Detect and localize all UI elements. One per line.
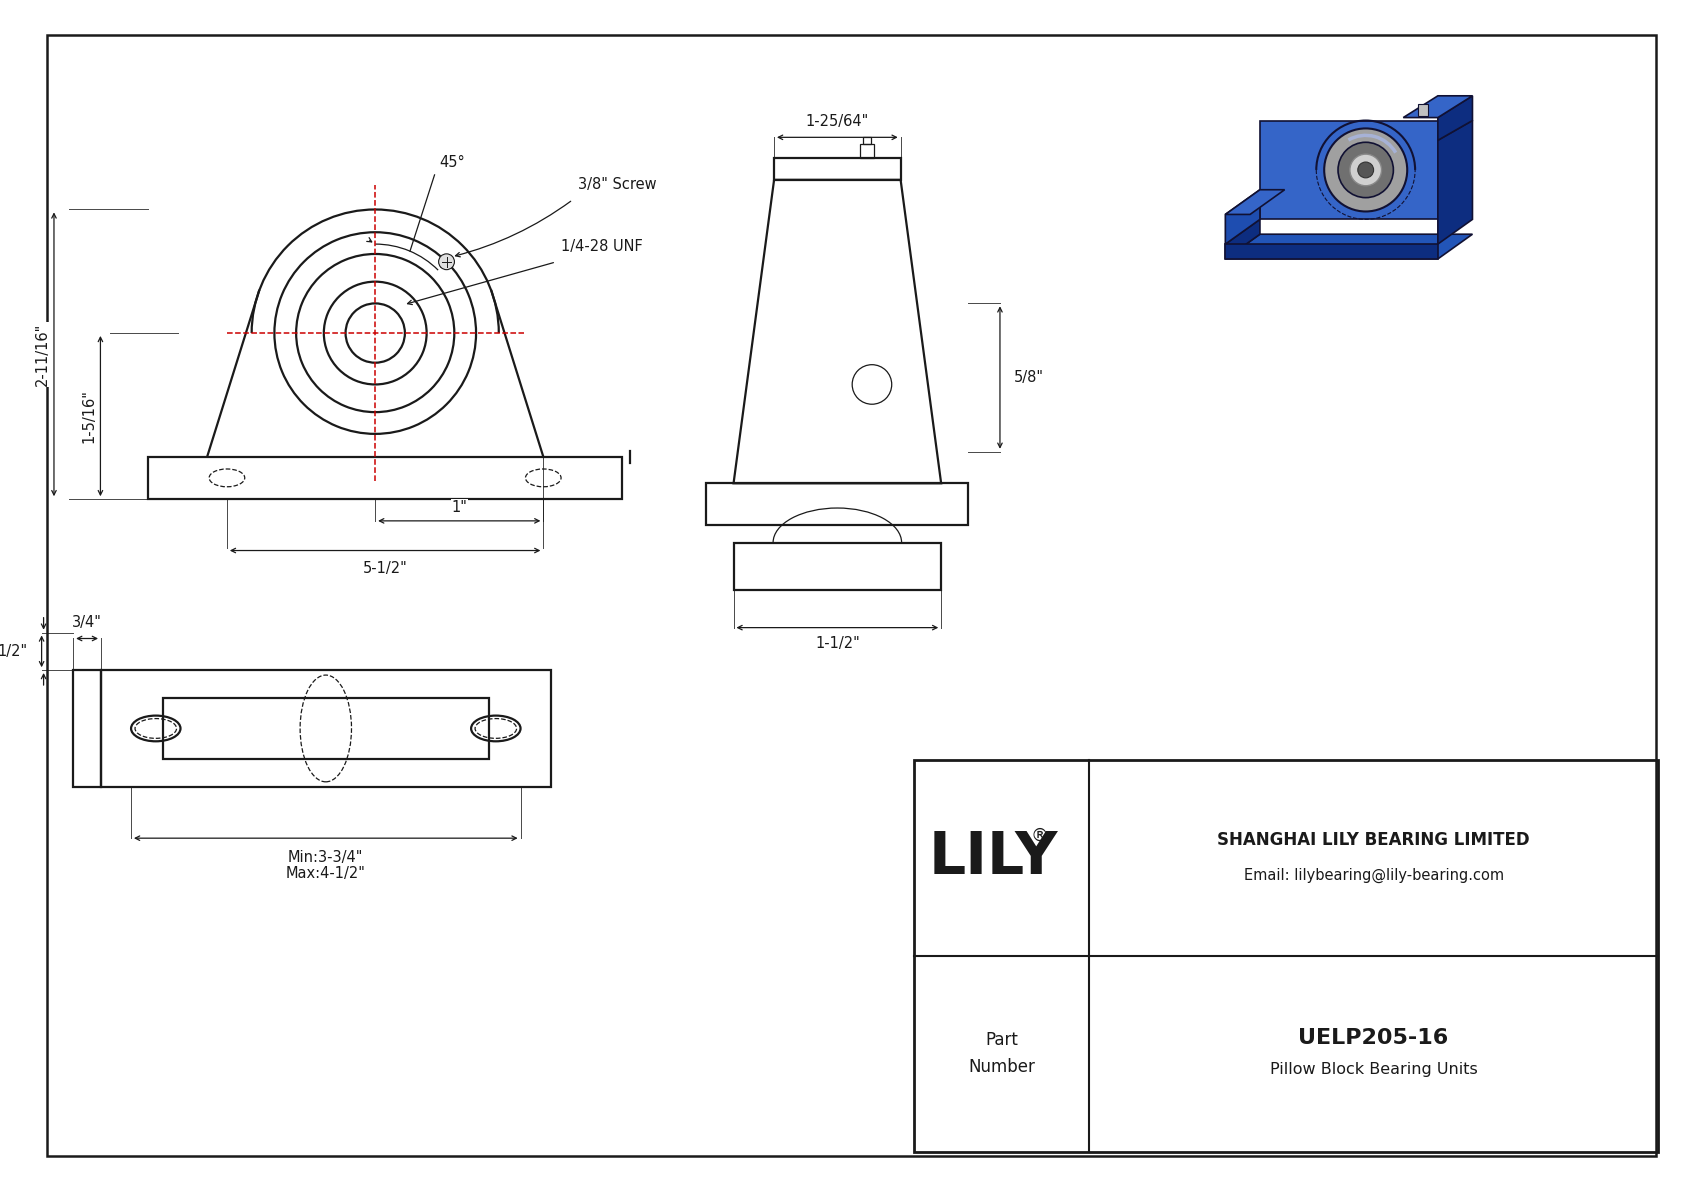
Circle shape xyxy=(1324,129,1408,212)
Text: SHANGHAI LILY BEARING LIMITED: SHANGHAI LILY BEARING LIMITED xyxy=(1218,831,1531,849)
Text: 1-1/2": 1-1/2" xyxy=(815,636,861,651)
Circle shape xyxy=(1357,162,1374,177)
Bar xyxy=(706,484,968,525)
Polygon shape xyxy=(1260,120,1472,219)
Polygon shape xyxy=(1226,189,1285,214)
Polygon shape xyxy=(1226,189,1260,244)
Bar xyxy=(1418,104,1428,116)
Polygon shape xyxy=(1438,120,1472,244)
Circle shape xyxy=(1339,142,1393,198)
Bar xyxy=(914,760,1659,1152)
Polygon shape xyxy=(1226,219,1260,258)
Text: 45°: 45° xyxy=(440,155,465,170)
Polygon shape xyxy=(1226,235,1472,258)
Bar xyxy=(148,456,623,499)
Bar xyxy=(864,137,871,144)
Text: 1/2": 1/2" xyxy=(0,644,27,659)
Text: UELP205-16: UELP205-16 xyxy=(1298,1028,1448,1048)
Text: Pillow Block Bearing Units: Pillow Block Bearing Units xyxy=(1270,1062,1477,1077)
Bar xyxy=(163,698,488,759)
Bar xyxy=(861,144,874,158)
Circle shape xyxy=(1351,154,1381,186)
Text: LILY: LILY xyxy=(930,829,1058,886)
Bar xyxy=(775,158,901,180)
Text: 1-25/64": 1-25/64" xyxy=(805,114,869,129)
Bar xyxy=(101,671,551,787)
Text: Part
Number: Part Number xyxy=(968,1031,1036,1075)
Polygon shape xyxy=(1403,95,1472,118)
Text: Max:4-1/2": Max:4-1/2" xyxy=(286,866,365,881)
Text: 3/8" Screw: 3/8" Screw xyxy=(578,176,657,192)
Text: 3/4": 3/4" xyxy=(72,616,103,630)
Text: 1-5/16": 1-5/16" xyxy=(81,389,96,443)
Text: 1": 1" xyxy=(451,499,466,515)
Text: ®: ® xyxy=(1031,828,1047,846)
Polygon shape xyxy=(1226,244,1438,258)
Circle shape xyxy=(438,254,455,269)
Text: 2-11/16": 2-11/16" xyxy=(35,323,49,386)
Bar xyxy=(72,671,101,787)
Text: 5-1/2": 5-1/2" xyxy=(362,561,408,575)
Bar xyxy=(734,543,941,590)
Text: Min:3-3/4": Min:3-3/4" xyxy=(288,850,364,865)
Polygon shape xyxy=(1438,95,1472,141)
Text: 1/4-28 UNF: 1/4-28 UNF xyxy=(561,239,643,254)
Text: Email: lilybearing@lily-bearing.com: Email: lilybearing@lily-bearing.com xyxy=(1243,868,1504,884)
Text: 5/8": 5/8" xyxy=(1014,370,1044,385)
